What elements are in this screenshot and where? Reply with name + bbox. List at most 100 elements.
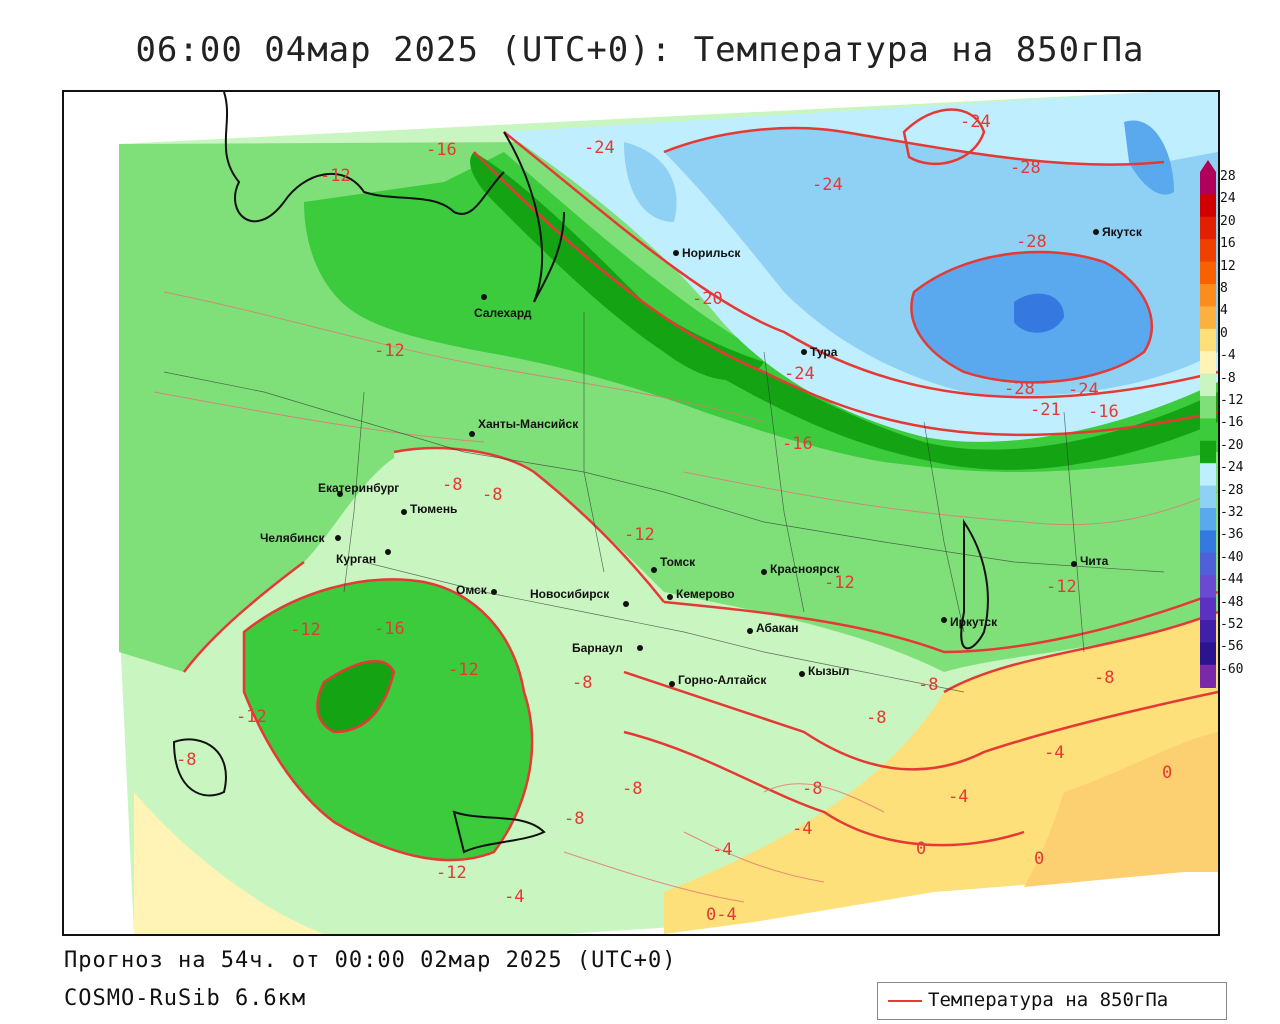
city-dot (761, 569, 767, 575)
city-dot (637, 645, 643, 651)
city-label: Горно-Алтайск (678, 673, 767, 687)
contour-label: -12 (374, 341, 405, 361)
city-dot (1093, 229, 1099, 235)
color-scale-label: -60 (1220, 661, 1244, 677)
color-scale-label: 24 (1220, 191, 1236, 207)
color-scale-label: -16 (1220, 415, 1244, 431)
zone-minus32-ne (1124, 120, 1174, 195)
zone-minus20-sw (317, 661, 394, 732)
city-dot (335, 535, 341, 541)
color-scale-label: -12 (1220, 393, 1244, 408)
city-label: Курган (336, 552, 376, 566)
color-scale-label: 8 (1220, 281, 1228, 296)
city-label: Норильск (682, 246, 741, 260)
contour-label: -28 (1004, 379, 1035, 399)
contour-label: -12 (448, 660, 479, 680)
warm-zone-2 (1024, 732, 1218, 887)
contour-label: -8 (866, 708, 886, 728)
city-label: Барнаул (572, 641, 623, 655)
color-scale-label: 28 (1220, 169, 1236, 184)
color-scale-swatch (1200, 194, 1216, 218)
color-scale-swatch (1200, 530, 1216, 554)
color-scale-swatch (1200, 261, 1216, 285)
contour-label: -8 (176, 750, 196, 770)
color-scale-swatch (1200, 620, 1216, 643)
color-scale-label: -32 (1220, 505, 1244, 520)
contour-label: -28 (1010, 158, 1041, 178)
zone-minus28-west (624, 142, 677, 222)
city-dot (651, 567, 657, 573)
color-scale-label: -48 (1220, 594, 1244, 610)
color-scale-swatch (1200, 172, 1216, 195)
contour-label: -4 (792, 819, 812, 839)
color-scale-swatch (1200, 642, 1216, 666)
color-scale-label: -56 (1220, 639, 1244, 655)
city-label: Якутск (1102, 225, 1143, 239)
color-scale-label: -40 (1220, 549, 1244, 565)
contour-label: -8 (1094, 668, 1114, 688)
contour-label: -24 (960, 112, 991, 132)
city-label: Томск (660, 555, 696, 569)
forecast-info: Прогноз на 54ч. от 00:00 02мар 2025 (UTC… (64, 948, 677, 973)
warm-southwest (134, 792, 324, 934)
contour-label: -12 (824, 573, 855, 593)
color-scale-swatch (1200, 284, 1216, 307)
city-label: Челябинск (260, 531, 325, 545)
city-label: Абакан (756, 621, 799, 635)
contour-label: -24 (584, 138, 615, 158)
color-scale-label: 4 (1220, 303, 1228, 319)
city-dot (491, 589, 497, 595)
city-label: Чита (1080, 554, 1109, 568)
contour-label: -12 (320, 166, 351, 186)
color-scale-swatch (1200, 575, 1216, 599)
contour-labels: -16 -12 -24 -24 -28 -24 -28 -20 -24 -28 … (176, 112, 1172, 925)
contour-label: -12 (624, 525, 655, 545)
city-dot (623, 601, 629, 607)
color-scale (1200, 160, 1216, 700)
color-scale-swatch (1200, 485, 1216, 509)
city-dot (667, 594, 673, 600)
city-dot (801, 349, 807, 355)
legend-line-swatch (888, 1000, 922, 1002)
city-label: Красноярск (770, 562, 840, 576)
city-dot (669, 681, 675, 687)
color-scale-label: 16 (1220, 236, 1236, 252)
model-name: COSMO-RuSib 6.6км (64, 986, 307, 1011)
contour-label: -8 (564, 809, 584, 829)
color-scale-swatch (1200, 239, 1216, 263)
contour-label: -16 (426, 140, 457, 160)
color-scale-swatch (1200, 508, 1216, 531)
city-label: Новосибирск (530, 587, 610, 601)
contour-label: -12 (290, 620, 321, 640)
city-label: Екатеринбург (318, 481, 399, 495)
contour-label: -28 (1016, 232, 1047, 252)
contour-label: -8 (482, 485, 502, 505)
coastlines (172, 92, 989, 854)
color-scale-swatch (1200, 396, 1216, 419)
contour-label: -8 (802, 779, 822, 799)
city-dot (1071, 561, 1077, 567)
color-scale-label: 0 (1220, 325, 1228, 341)
city-markers: Норильск Якутск Салехард Тура Ханты-Манс… (260, 225, 1143, 687)
contour-label: -8 (622, 779, 642, 799)
contour-label: -4 (712, 840, 732, 860)
city-label: Тюмень (410, 502, 457, 516)
contour-label: -8 (918, 675, 938, 695)
color-scale-label: -4 (1220, 348, 1236, 364)
contour-label: -4 (1044, 743, 1064, 763)
zone-minus36 (1014, 293, 1064, 333)
color-scale-label: -36 (1220, 527, 1244, 543)
city-label: Салехард (474, 306, 532, 320)
color-scale-label: 20 (1220, 213, 1236, 229)
map-panel: -16 -12 -24 -24 -28 -24 -28 -20 -24 -28 … (62, 90, 1220, 936)
zone-minus16-sw (244, 579, 533, 861)
color-scale-label: -8 (1220, 370, 1236, 386)
color-scale-swatch (1200, 664, 1216, 688)
color-scale-label: -28 (1220, 482, 1244, 498)
city-label: Кызыл (808, 664, 849, 678)
color-scale-swatch (1200, 597, 1216, 621)
temperature-map: -16 -12 -24 -24 -28 -24 -28 -20 -24 -28 … (64, 92, 1218, 934)
city-label: Иркутск (950, 615, 998, 629)
city-dot (481, 294, 487, 300)
isotherm-lines (183, 108, 1218, 862)
